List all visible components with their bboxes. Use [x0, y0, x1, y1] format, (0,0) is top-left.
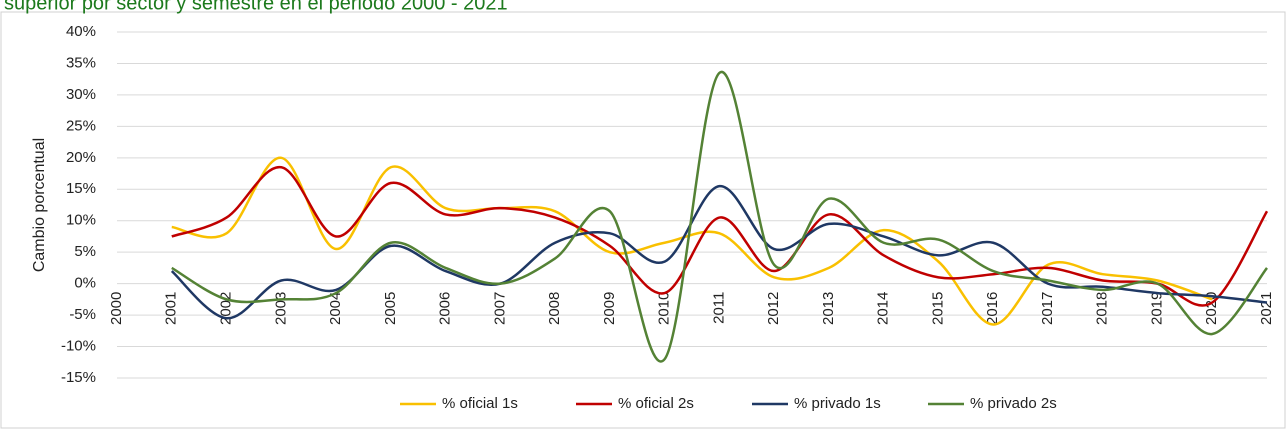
y-tick-label: 20%	[66, 149, 96, 166]
x-tick-label: 2021	[1258, 292, 1275, 325]
x-tick-label: 2012	[765, 292, 782, 325]
series-line	[171, 156, 1213, 326]
y-tick-label: -15%	[61, 369, 96, 386]
x-tick-label: 2018	[1094, 292, 1111, 325]
x-tick-label: 2006	[437, 292, 454, 325]
x-tick-label: 2009	[601, 292, 618, 325]
y-tick-label: 0%	[74, 275, 96, 292]
y-tick-label: -10%	[61, 338, 96, 355]
x-tick-label: 2010	[656, 292, 673, 325]
x-tick-label: 2007	[491, 292, 508, 325]
legend-label: % oficial 1s	[442, 395, 518, 412]
x-tick-label: 2003	[272, 292, 289, 325]
y-tick-label: 10%	[66, 212, 96, 229]
series-line	[171, 165, 1269, 307]
y-tick-label: 30%	[66, 86, 96, 103]
x-tick-label: 2015	[929, 292, 946, 325]
y-tick-label: 35%	[66, 54, 96, 71]
x-tick-label: 2004	[327, 292, 344, 325]
x-tick-label: 2019	[1148, 292, 1165, 325]
y-tick-label: 5%	[74, 243, 96, 260]
legend-label: % oficial 2s	[618, 395, 694, 412]
legend-label: % privado 1s	[794, 395, 881, 412]
x-tick-label: 2011	[710, 292, 727, 324]
series-line	[171, 70, 1268, 363]
y-axis-label: Cambio porcentual	[31, 138, 48, 272]
chart-frame	[0, 11, 1286, 429]
x-tick-label: 2008	[546, 292, 563, 325]
chart-title: superior por sector y semestre en el per…	[4, 0, 508, 14]
x-tick-label: 2000	[108, 292, 125, 325]
x-tick-label: 2017	[1039, 292, 1056, 325]
x-tick-label: 2016	[984, 292, 1001, 325]
y-tick-label: 15%	[66, 180, 96, 197]
y-tick-label: 25%	[66, 117, 96, 134]
x-tick-label: 2005	[382, 292, 399, 325]
y-tick-label: -5%	[69, 306, 96, 323]
x-tick-label: 2013	[820, 292, 837, 325]
legend-label: % privado 2s	[970, 395, 1057, 412]
x-tick-label: 2001	[163, 292, 180, 325]
y-tick-label: 40%	[66, 23, 96, 40]
x-tick-label: 2014	[875, 292, 892, 325]
